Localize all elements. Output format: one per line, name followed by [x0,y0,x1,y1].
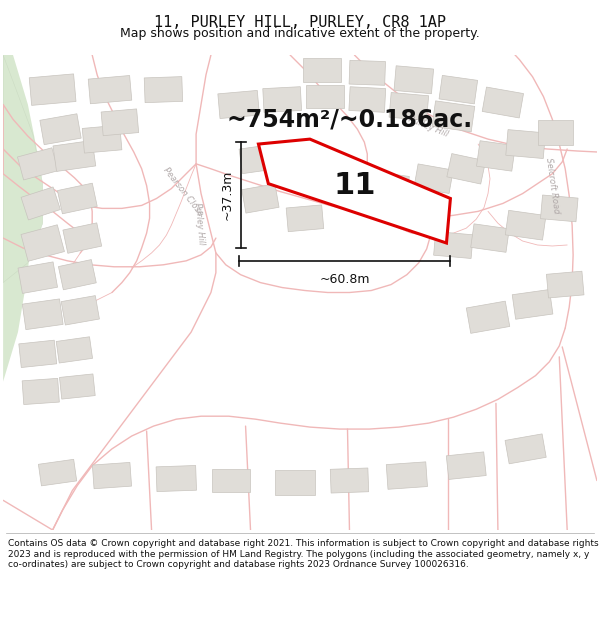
Text: 11, PURLEY HILL, PURLEY, CR8 1AP: 11, PURLEY HILL, PURLEY, CR8 1AP [154,16,446,31]
Polygon shape [58,183,97,214]
Polygon shape [349,87,386,112]
Text: Sandy Hill: Sandy Hill [289,166,331,186]
Text: Map shows position and indicative extent of the property.: Map shows position and indicative extent… [120,27,480,39]
Polygon shape [239,144,278,174]
Polygon shape [471,224,509,253]
Polygon shape [306,84,344,109]
Text: Pearson Close: Pearson Close [161,166,205,217]
Polygon shape [259,139,451,243]
Polygon shape [56,337,92,363]
Polygon shape [512,289,553,319]
Polygon shape [506,129,545,159]
Polygon shape [61,296,100,325]
Polygon shape [144,77,182,102]
Polygon shape [3,55,38,381]
Polygon shape [394,66,434,94]
Text: Selcroft Road: Selcroft Road [544,157,561,214]
Polygon shape [275,470,315,495]
Polygon shape [19,340,57,367]
Polygon shape [505,434,546,464]
Polygon shape [547,271,584,298]
Polygon shape [38,459,77,486]
Polygon shape [218,91,259,119]
Text: ~754m²/~0.186ac.: ~754m²/~0.186ac. [226,107,473,131]
Polygon shape [22,299,63,329]
Polygon shape [326,166,364,192]
Polygon shape [242,184,279,213]
Polygon shape [286,205,324,232]
Polygon shape [58,259,96,290]
Polygon shape [349,61,386,85]
Polygon shape [17,148,58,180]
Polygon shape [53,141,96,171]
Polygon shape [92,462,131,489]
Polygon shape [3,55,43,282]
Polygon shape [82,125,122,153]
Polygon shape [476,141,515,171]
Polygon shape [263,87,302,112]
Text: Purley Hill: Purley Hill [407,114,450,138]
Polygon shape [274,152,310,179]
Polygon shape [439,76,478,104]
Polygon shape [212,469,250,492]
Polygon shape [389,92,428,121]
Text: Contains OS data © Crown copyright and database right 2021. This information is : Contains OS data © Crown copyright and d… [8,539,598,569]
Polygon shape [446,452,486,479]
Polygon shape [432,101,475,132]
Polygon shape [303,58,341,82]
Polygon shape [482,87,524,118]
Polygon shape [22,378,59,404]
Polygon shape [538,120,573,144]
Polygon shape [434,231,473,259]
Polygon shape [40,114,81,144]
Polygon shape [156,466,197,492]
Text: 11: 11 [333,171,376,200]
Polygon shape [21,187,61,220]
Polygon shape [18,262,58,293]
Polygon shape [101,109,139,136]
Polygon shape [59,374,95,399]
Text: ~60.8m: ~60.8m [319,272,370,286]
Polygon shape [29,74,76,106]
Polygon shape [386,462,427,489]
Polygon shape [541,195,578,222]
Polygon shape [330,468,368,493]
Polygon shape [466,301,510,333]
Text: Purley Hill: Purley Hill [193,202,205,244]
Polygon shape [63,223,101,253]
Polygon shape [88,76,132,104]
Polygon shape [21,225,64,261]
Polygon shape [414,164,453,194]
Polygon shape [447,154,485,184]
Polygon shape [369,171,409,200]
Polygon shape [505,211,546,240]
Text: ~37.3m: ~37.3m [221,170,233,220]
